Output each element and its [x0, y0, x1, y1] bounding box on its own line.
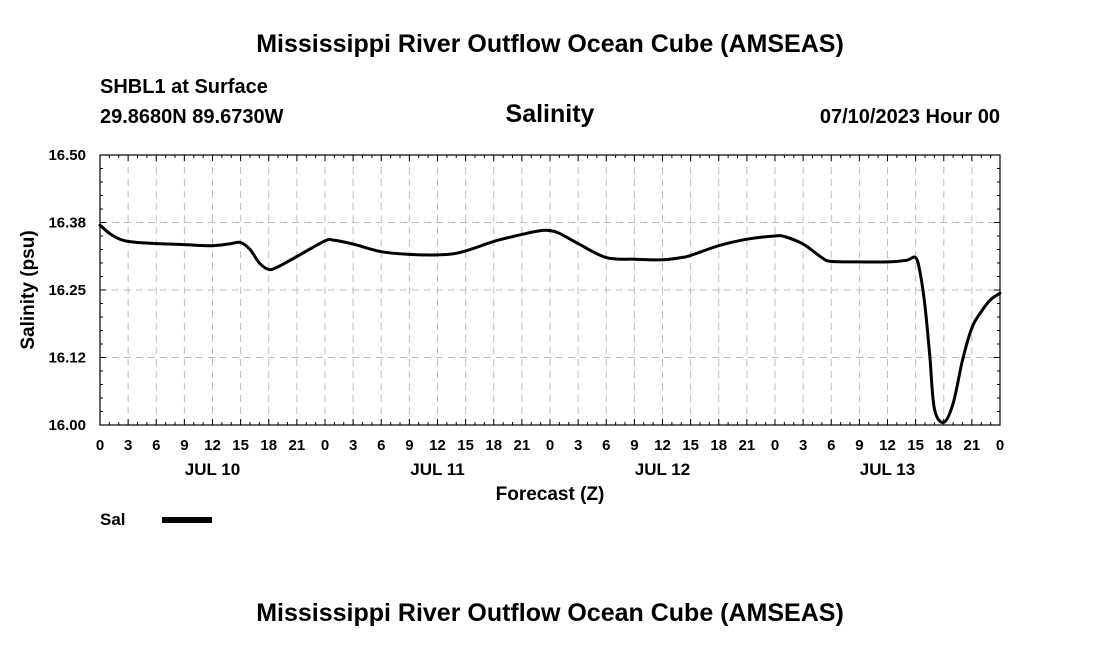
y-tick-label: 16.25 [48, 282, 86, 299]
x-tick-label: 0 [996, 437, 1004, 454]
day-label: JUL 13 [860, 460, 915, 479]
x-tick-label: 18 [935, 437, 952, 454]
x-tick-label: 3 [124, 437, 132, 454]
x-tick-label: 21 [739, 437, 756, 454]
x-tick-label: 3 [574, 437, 582, 454]
x-tick-label: 18 [485, 437, 502, 454]
series-layer [98, 223, 1002, 424]
x-tick-label: 12 [654, 437, 671, 454]
x-tick-label: 21 [964, 437, 981, 454]
x-tick-label: 0 [96, 437, 104, 454]
plot-frame [99, 154, 1001, 426]
x-tick-label: 18 [260, 437, 277, 454]
station-label: SHBL1 at Surface [100, 76, 268, 98]
y-tick-label: 16.50 [48, 147, 86, 164]
x-tick-label: 3 [799, 437, 807, 454]
x-tick-label: 9 [630, 437, 638, 454]
x-axis-title: Forecast (Z) [496, 484, 605, 505]
legend-line-swatch [162, 517, 212, 523]
y-axis-title: Salinity (psu) [18, 230, 39, 349]
y-tick-label: 16.00 [48, 417, 86, 434]
labels-layer: 0 3 6 9 12 15 18 21 0 3 6 9 12 15 18 21 0 3 6 9 12 15 18 21 0 3 6 9… [48, 147, 1004, 479]
legend-label: Sal [100, 510, 126, 529]
y-tick-label: 16.38 [48, 215, 86, 232]
y-tick-label: 16.12 [48, 350, 86, 367]
coordinates-label: 29.8680N 89.6730W [100, 106, 284, 128]
x-tick-label: 21 [514, 437, 531, 454]
x-tick-label: 9 [180, 437, 188, 454]
x-tick-label: 9 [855, 437, 863, 454]
x-tick-label: 6 [827, 437, 835, 454]
x-tick-label: 3 [349, 437, 357, 454]
x-tick-label: 15 [457, 437, 474, 454]
x-tick-label: 6 [377, 437, 385, 454]
series-line-sal [98, 223, 1002, 424]
x-tick-label: 21 [289, 437, 306, 454]
x-tick-label: 15 [907, 437, 924, 454]
timestamp-label: 07/10/2023 Hour 00 [819, 106, 1000, 128]
grid-layer [100, 155, 1000, 425]
x-tick-label: 12 [429, 437, 446, 454]
day-label: JUL 12 [635, 460, 690, 479]
x-tick-label: 12 [879, 437, 896, 454]
footer-title: Mississippi River Outflow Ocean Cube (AM… [256, 599, 844, 627]
x-tick-label: 18 [710, 437, 727, 454]
x-tick-label: 9 [405, 437, 413, 454]
x-tick-label: 6 [602, 437, 610, 454]
main-title: Mississippi River Outflow Ocean Cube (AM… [256, 30, 844, 58]
x-tick-label: 6 [152, 437, 160, 454]
x-tick-label: 0 [546, 437, 554, 454]
x-tick-label: 12 [204, 437, 221, 454]
chart-title: Salinity [505, 100, 595, 128]
x-tick-label: 15 [682, 437, 699, 454]
x-tick-label: 0 [771, 437, 779, 454]
x-tick-label: 0 [321, 437, 329, 454]
day-label: JUL 11 [410, 460, 465, 479]
day-label: JUL 10 [185, 460, 240, 479]
x-tick-label: 15 [232, 437, 249, 454]
